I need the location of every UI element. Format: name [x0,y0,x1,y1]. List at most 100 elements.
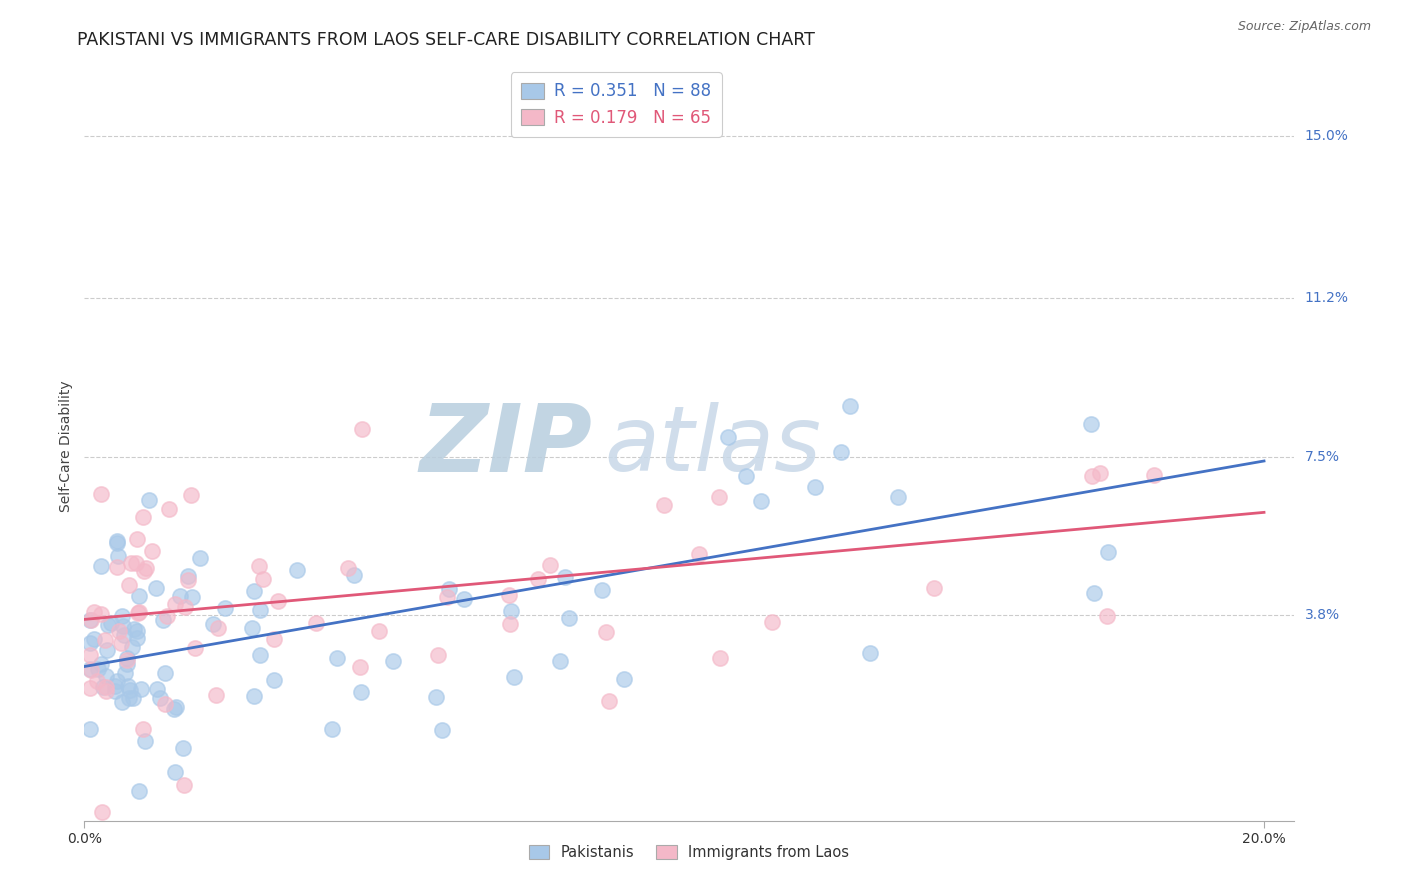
Pakistanis [249,648,271,663]
Immigrants from Laos [91,805,114,819]
Pakistanis [548,654,571,668]
Pakistanis [165,765,187,780]
Pakistanis [122,691,145,706]
Immigrants from Laos [1081,469,1104,483]
Immigrants from Laos [93,633,115,648]
Pakistanis [122,623,145,637]
Pakistanis [887,490,910,504]
Pakistanis [453,592,475,607]
Pakistanis [117,679,139,693]
Pakistanis [1083,586,1105,600]
Immigrants from Laos [922,582,945,596]
Pakistanis [172,741,194,756]
Immigrants from Laos [124,557,146,571]
Pakistanis [382,654,405,668]
Immigrants from Laos [141,544,163,558]
Text: 7.5%: 7.5% [1305,450,1340,464]
Legend: Pakistanis, Immigrants from Laos: Pakistanis, Immigrants from Laos [523,839,855,866]
Pakistanis [129,681,152,696]
Pakistanis [105,536,128,550]
Immigrants from Laos [1143,468,1166,483]
Pakistanis [114,665,136,680]
Pakistanis [343,567,366,582]
Pakistanis [79,636,101,650]
Pakistanis [105,673,128,688]
Pakistanis [321,722,343,736]
Immigrants from Laos [80,613,103,627]
Pakistanis [169,590,191,604]
Pakistanis [432,723,454,737]
Pakistanis [188,550,211,565]
Immigrants from Laos [120,556,142,570]
Immigrants from Laos [349,660,371,674]
Immigrants from Laos [96,684,118,698]
Pakistanis [1097,545,1119,559]
Pakistanis [96,643,118,657]
Pakistanis [859,646,882,660]
Immigrants from Laos [90,486,112,500]
Pakistanis [125,631,148,645]
Immigrants from Laos [132,509,155,524]
Pakistanis [104,683,127,698]
Text: 15.0%: 15.0% [1305,128,1348,143]
Pakistanis [240,621,263,635]
Pakistanis [90,657,112,672]
Pakistanis [165,700,187,714]
Immigrants from Laos [132,564,155,578]
Text: Source: ZipAtlas.com: Source: ZipAtlas.com [1237,20,1371,33]
Immigrants from Laos [709,650,731,665]
Immigrants from Laos [337,561,360,575]
Immigrants from Laos [267,594,290,608]
Pakistanis [111,609,134,624]
Pakistanis [285,563,308,577]
Immigrants from Laos [436,590,458,604]
Pakistanis [100,616,122,631]
Pakistanis [115,657,138,672]
Pakistanis [120,682,142,697]
Immigrants from Laos [184,641,207,656]
Immigrants from Laos [263,632,285,647]
Pakistanis [350,685,373,699]
Immigrants from Laos [157,502,180,516]
Immigrants from Laos [94,680,117,694]
Pakistanis [243,583,266,598]
Pakistanis [177,569,200,583]
Pakistanis [107,549,129,563]
Immigrants from Laos [177,573,200,587]
Pakistanis [96,669,118,683]
Pakistanis [91,680,114,694]
Immigrants from Laos [180,488,202,502]
Immigrants from Laos [367,624,389,639]
Pakistanis [202,616,225,631]
Pakistanis [79,722,101,736]
Immigrants from Laos [86,674,108,689]
Pakistanis [97,617,120,632]
Immigrants from Laos [1097,609,1119,624]
Immigrants from Laos [127,606,149,620]
Pakistanis [112,619,135,633]
Immigrants from Laos [207,621,229,635]
Immigrants from Laos [79,648,101,662]
Pakistanis [249,603,271,617]
Immigrants from Laos [498,588,520,602]
Immigrants from Laos [153,697,176,711]
Immigrants from Laos [204,689,226,703]
Pakistanis [121,640,143,655]
Pakistanis [437,582,460,596]
Pakistanis [735,469,758,483]
Pakistanis [613,672,636,686]
Pakistanis [90,558,112,573]
Pakistanis [83,632,105,646]
Pakistanis [716,430,738,444]
Pakistanis [145,581,167,595]
Text: PAKISTANI VS IMMIGRANTS FROM LAOS SELF-CARE DISABILITY CORRELATION CHART: PAKISTANI VS IMMIGRANTS FROM LAOS SELF-C… [77,31,815,49]
Pakistanis [105,534,128,549]
Pakistanis [1080,417,1102,431]
Immigrants from Laos [305,615,328,630]
Pakistanis [103,679,125,693]
Immigrants from Laos [79,663,101,677]
Immigrants from Laos [105,560,128,574]
Immigrants from Laos [598,694,620,708]
Immigrants from Laos [135,561,157,575]
Immigrants from Laos [499,617,522,632]
